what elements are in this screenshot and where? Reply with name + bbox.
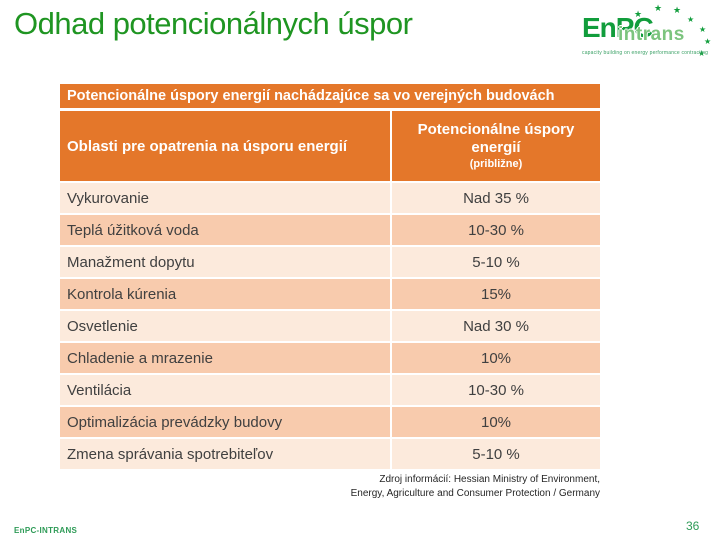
table-row: Teplá úžitková voda 10-30 % — [60, 215, 600, 245]
area-cell: Teplá úžitková voda — [60, 215, 390, 245]
logo-text-intrans: intrans — [618, 24, 685, 45]
area-cell: Vykurovanie — [60, 183, 390, 213]
eu-star-icon: ★ — [698, 49, 706, 58]
logo-text-enpc: EnPC — [582, 12, 654, 43]
footer-project-name: EnPC-INTRANS — [14, 526, 78, 535]
eu-star-icon: ★ — [654, 3, 663, 13]
savings-cell: 10% — [392, 343, 600, 373]
savings-cell: Nad 30 % — [392, 311, 600, 341]
table-row: Chladenie a mrazenie 10% — [60, 343, 600, 373]
area-cell: Optimalizácia prevádzky budovy — [60, 407, 390, 437]
savings-cell: 5-10 % — [392, 247, 600, 277]
table-row: Optimalizácia prevádzky budovy 10% — [60, 407, 600, 437]
savings-cell: 15% — [392, 279, 600, 309]
area-cell: Ventilácia — [60, 375, 390, 405]
savings-cell: 5-10 % — [392, 439, 600, 469]
column-header-savings-label: Potencionálne úspory energií — [417, 120, 575, 157]
source-note-line2: Energy, Agriculture and Consumer Protect… — [350, 488, 600, 499]
savings-cell: 10% — [392, 407, 600, 437]
column-header-savings-note: (približne) — [469, 158, 523, 171]
logo-tagline: capacity building on energy performance … — [582, 50, 709, 56]
table-row: Osvetlenie Nad 30 % — [60, 311, 600, 341]
area-cell: Osvetlenie — [60, 311, 390, 341]
table-title: Potencionálne úspory energií nachádzajúc… — [60, 84, 600, 108]
table-header-row: Oblasti pre opatrenia na úsporu energií … — [60, 111, 600, 181]
area-cell: Manažment dopytu — [60, 247, 390, 277]
savings-cell: 10-30 % — [392, 215, 600, 245]
table-row: Ventilácia 10-30 % — [60, 375, 600, 405]
table-row: Zmena správania spotrebiteľov 5-10 % — [60, 439, 600, 469]
savings-cell: 10-30 % — [392, 375, 600, 405]
area-cell: Kontrola kúrenia — [60, 279, 390, 309]
eu-star-icon: ★ — [699, 25, 707, 34]
column-header-savings: Potencionálne úspory energií (približne) — [392, 111, 600, 181]
area-cell: Zmena správania spotrebiteľov — [60, 439, 390, 469]
column-header-areas: Oblasti pre opatrenia na úsporu energií — [60, 111, 390, 181]
table-row: Kontrola kúrenia 15% — [60, 279, 600, 309]
source-note: Zdroj informácií: Hessian Ministry of En… — [351, 473, 600, 501]
eu-star-icon: ★ — [673, 5, 682, 15]
savings-cell: Nad 35 % — [392, 183, 600, 213]
table-row: Vykurovanie Nad 35 % — [60, 183, 600, 213]
area-cell: Chladenie a mrazenie — [60, 343, 390, 373]
page-title: Odhad potencionálnych úspor — [14, 6, 413, 41]
enpc-intrans-logo: EnPC intrans ★ ★ ★ ★ ★ ★ ★ capacity buil… — [582, 4, 718, 60]
eu-star-icon: ★ — [704, 37, 712, 46]
table-row: Manažment dopytu 5-10 % — [60, 247, 600, 277]
eu-star-icon: ★ — [634, 9, 643, 19]
source-note-line1: Zdroj informácií: Hessian Ministry of En… — [379, 474, 600, 485]
page-number: 36 — [686, 519, 700, 533]
savings-table: Potencionálne úspory energií nachádzajúc… — [60, 84, 600, 469]
eu-star-icon: ★ — [687, 15, 695, 24]
